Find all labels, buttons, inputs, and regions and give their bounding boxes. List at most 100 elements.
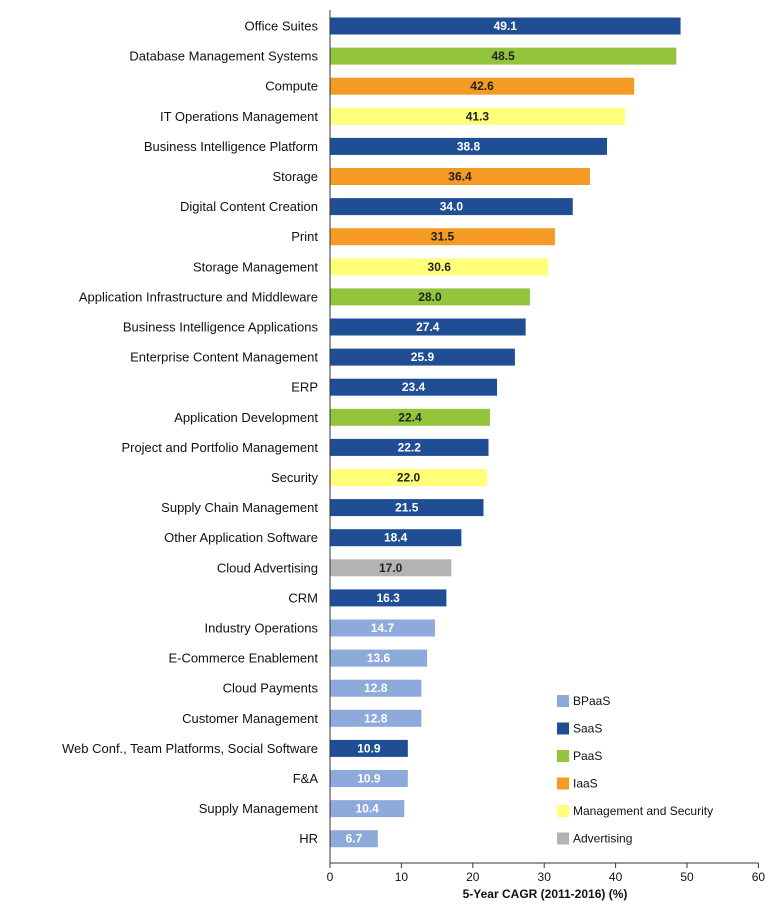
data-label: 30.6 (428, 260, 452, 274)
category-label: E-Commerce Enablement (168, 651, 318, 666)
category-label: Application Infrastructure and Middlewar… (79, 289, 318, 304)
data-label: 31.5 (431, 230, 455, 244)
x-tick-label: 50 (680, 870, 694, 884)
category-label: Business Intelligence Platform (144, 139, 318, 154)
bar (330, 228, 555, 246)
bar (330, 649, 428, 667)
data-label: 41.3 (466, 109, 490, 123)
category-label: Industry Operations (205, 621, 319, 636)
data-label: 36.4 (448, 170, 472, 184)
category-label: Supply Management (199, 801, 319, 816)
legend-label: Advertising (573, 832, 632, 846)
data-label: 10.9 (357, 772, 381, 786)
category-label: F&A (293, 771, 319, 786)
data-label: 22.0 (397, 471, 421, 485)
legend-swatch (557, 805, 569, 817)
legend-label: Management and Security (573, 804, 713, 818)
category-label: Cloud Payments (223, 681, 319, 696)
legend-swatch (557, 777, 569, 790)
data-label: 49.1 (494, 19, 518, 33)
legend-swatch (557, 722, 569, 735)
legend-swatch (557, 750, 569, 762)
x-axis: 0 10 20 30 40 50 60 (327, 10, 766, 884)
data-label: 28.0 (418, 290, 442, 304)
category-label: Storage (272, 169, 318, 184)
bar (330, 739, 408, 757)
bar (330, 679, 422, 697)
category-label: Print (291, 229, 318, 244)
bar (330, 619, 435, 637)
x-tick-label: 60 (752, 870, 766, 884)
data-label: 10.9 (357, 741, 381, 755)
data-label: 21.5 (395, 501, 419, 515)
bar (330, 469, 488, 486)
category-label: Business Intelligence Applications (123, 320, 319, 335)
bar (330, 378, 498, 396)
bar (330, 77, 635, 95)
bar (330, 198, 573, 216)
legend-swatch (557, 832, 569, 845)
category-labels: Office Suites Database Management Systems… (62, 19, 319, 847)
bar (330, 318, 526, 336)
category-label: Customer Management (182, 711, 318, 726)
category-label: Project and Portfolio Management (121, 440, 318, 455)
data-label: 27.4 (416, 320, 440, 334)
category-label: Database Management Systems (129, 49, 318, 64)
legend-swatch (557, 695, 569, 707)
x-axis-title: 5-Year CAGR (2011-2016) (%) (463, 887, 628, 901)
bar (330, 168, 590, 185)
bar (330, 47, 677, 65)
bar (330, 258, 549, 276)
category-label: Other Application Software (164, 530, 318, 545)
category-label: CRM (288, 590, 318, 605)
data-label: 13.6 (367, 651, 391, 665)
category-label: Compute (265, 79, 318, 94)
data-label: 6.7 (346, 832, 363, 846)
data-label: 34.0 (440, 200, 464, 214)
bar (330, 589, 447, 607)
data-label: 12.8 (364, 711, 388, 725)
data-label: 12.8 (364, 681, 388, 695)
x-tick-label: 40 (609, 870, 623, 884)
bar (330, 709, 422, 727)
data-label: 18.4 (384, 531, 408, 545)
bar (330, 408, 490, 426)
bar (330, 288, 530, 306)
data-label: 48.5 (491, 49, 515, 63)
bar (330, 800, 405, 818)
x-tick-label: 20 (466, 870, 480, 884)
category-label: ERP (291, 380, 318, 395)
bars-layer: 49.1 48.5 42.6 41.3 38.8 36.4 34.0 31.5 30.6 28.0… (330, 17, 681, 848)
legend-label: SaaS (573, 722, 602, 736)
x-tick-label: 0 (327, 870, 334, 884)
category-label: Digital Content Creation (180, 199, 318, 214)
data-label: 22.4 (398, 410, 422, 424)
category-label: Enterprise Content Management (130, 350, 318, 365)
bar (330, 559, 452, 577)
bar (330, 499, 484, 517)
data-label: 38.8 (457, 139, 481, 153)
category-label: IT Operations Management (160, 109, 318, 124)
x-tick-label: 30 (538, 870, 552, 884)
data-label: 42.6 (470, 79, 494, 93)
bar (330, 830, 378, 848)
data-label: 10.4 (355, 802, 379, 816)
category-label: Security (271, 470, 318, 485)
legend-label: BPaaS (573, 694, 610, 708)
bar (330, 770, 408, 787)
data-label: 22.2 (398, 440, 422, 454)
bar (330, 438, 489, 456)
category-label: Application Development (174, 410, 318, 425)
category-label: Office Suites (245, 19, 319, 34)
category-label: Supply Chain Management (161, 500, 318, 515)
bar (330, 137, 608, 155)
legend-label: IaaS (573, 777, 598, 791)
bar (330, 529, 462, 547)
data-label: 16.3 (377, 591, 401, 605)
data-label: 17.0 (379, 561, 403, 575)
bar (330, 107, 625, 125)
legend-label: PaaS (573, 749, 602, 763)
bar (330, 348, 515, 366)
legend: BPaaS SaaS PaaS IaaS Management and Security… (557, 694, 713, 846)
